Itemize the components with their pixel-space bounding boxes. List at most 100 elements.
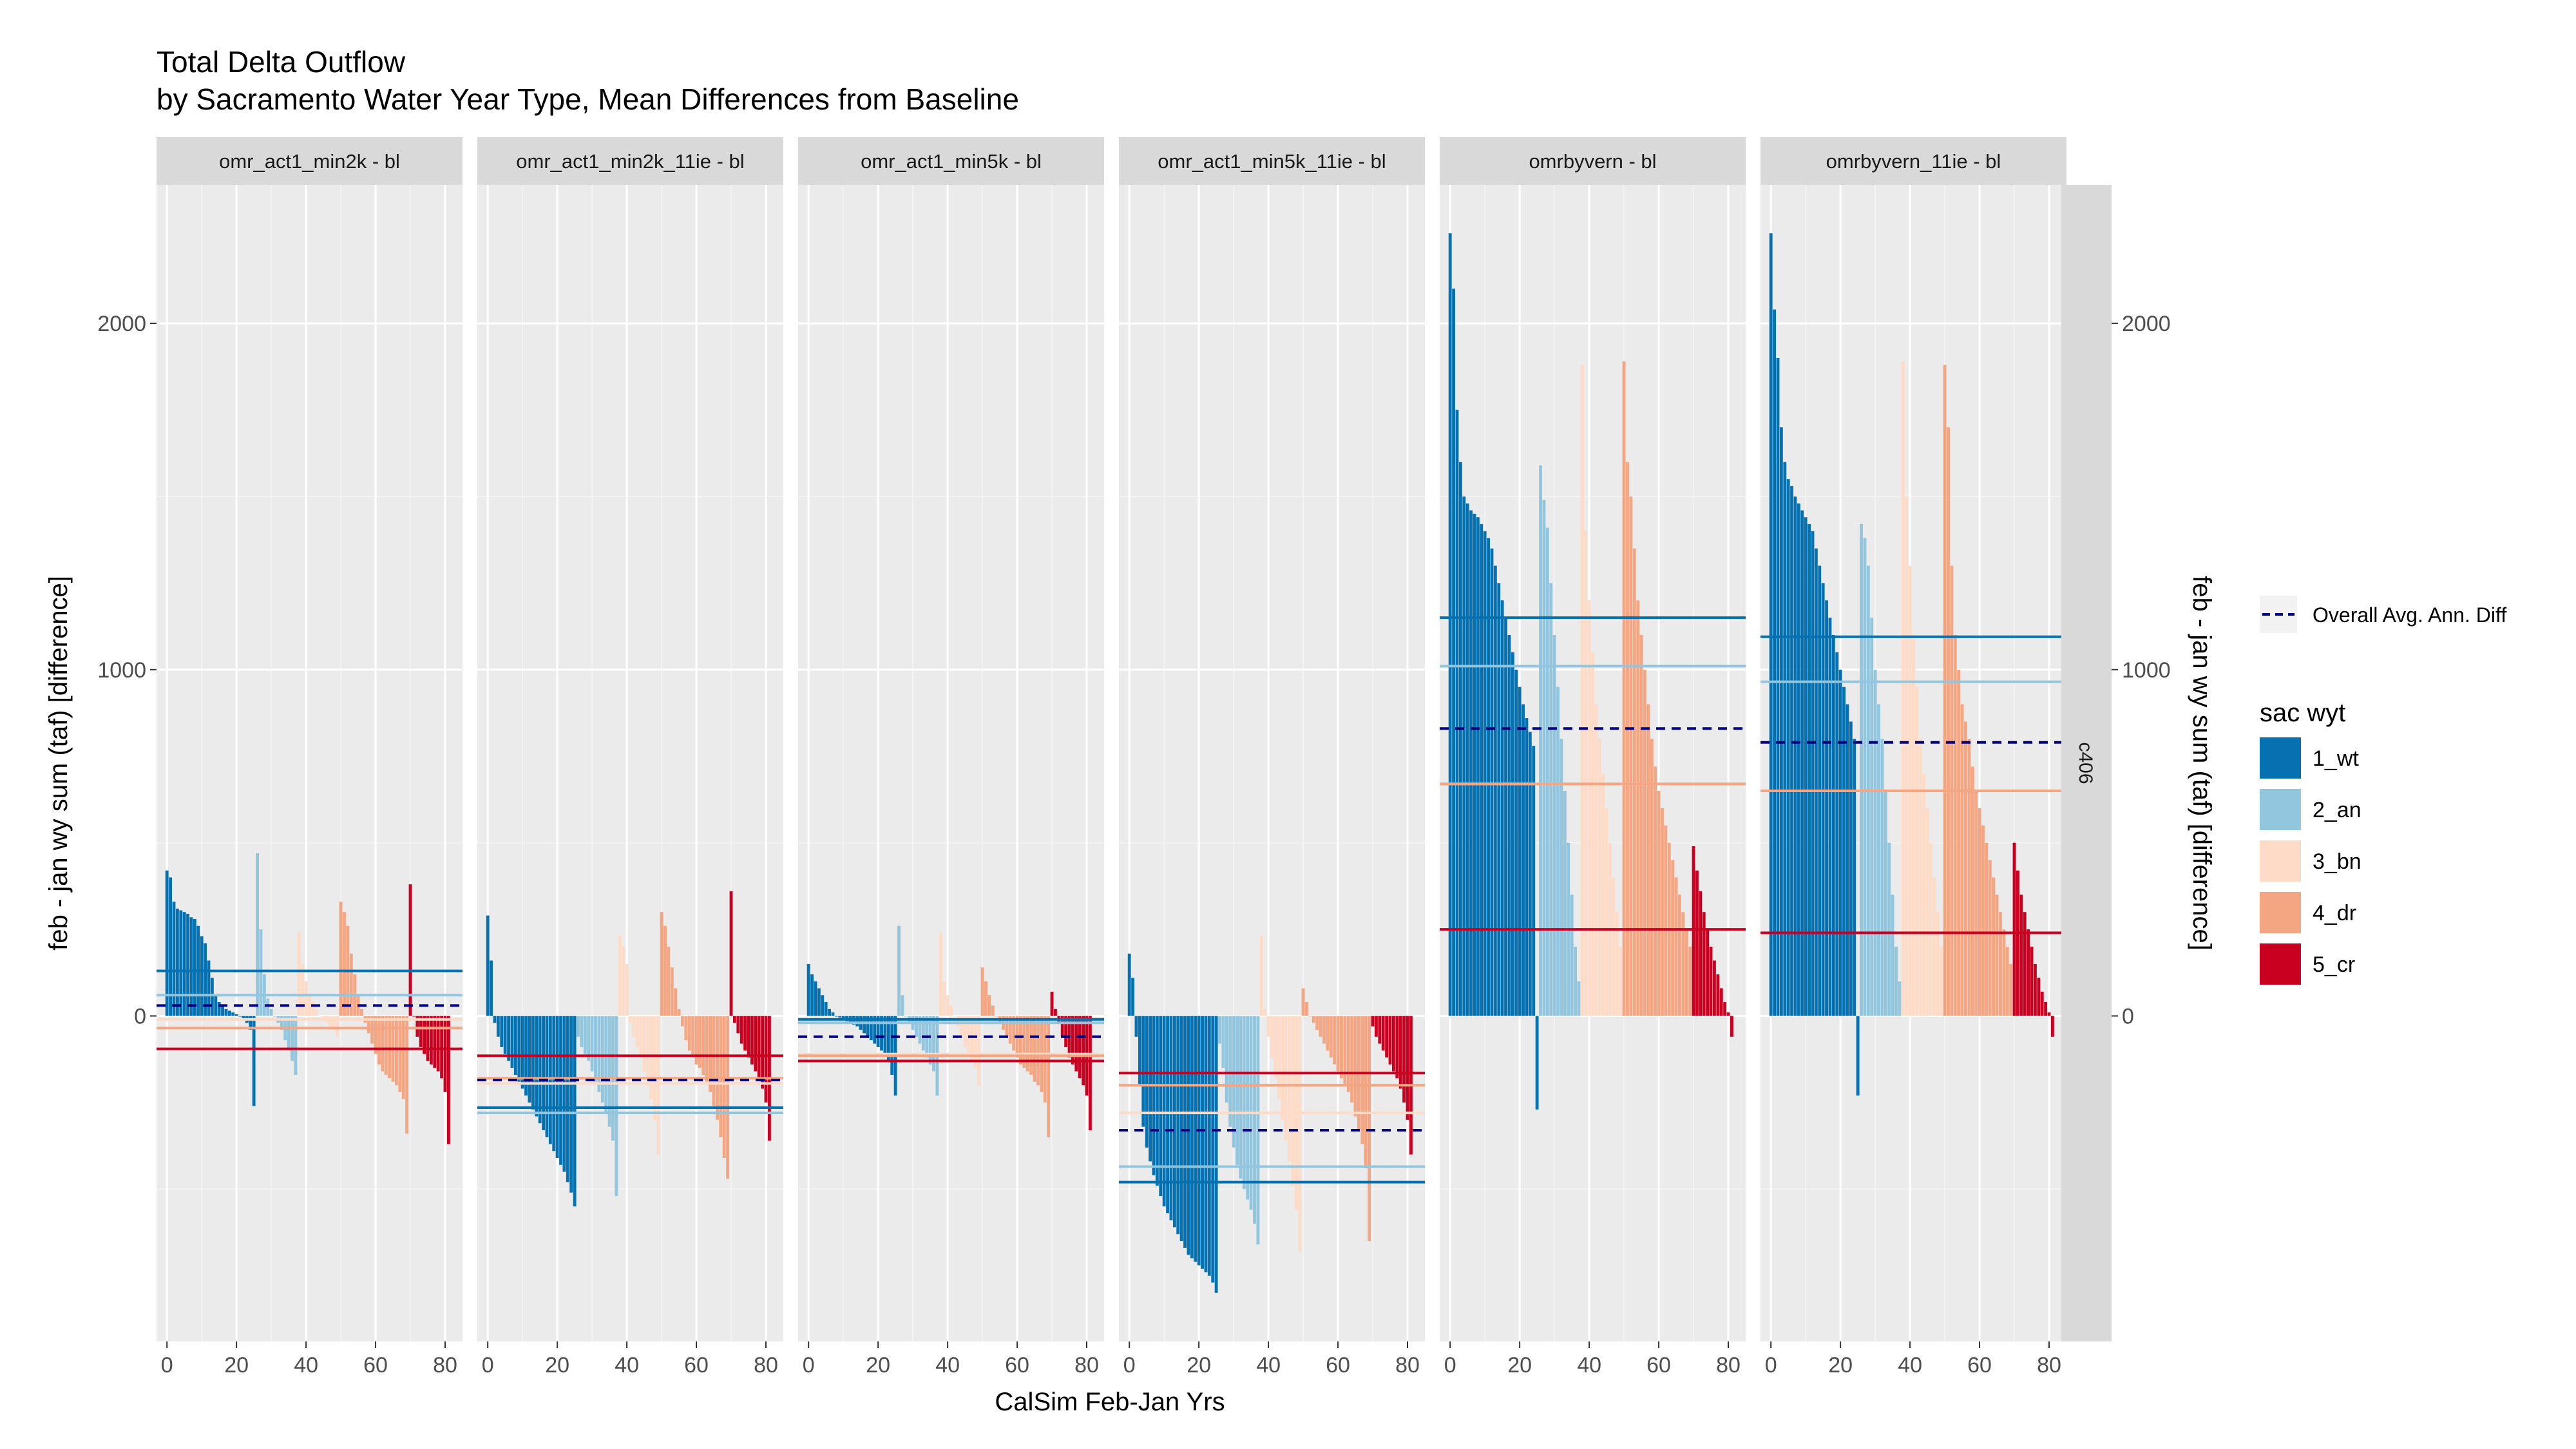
x-tick-label: 80: [1716, 1353, 1741, 1378]
facet-strip-label: omr_act1_min5k - bl: [861, 150, 1042, 173]
bar-1_wt: [1769, 233, 1773, 1016]
bar-1_wt: [193, 918, 196, 1016]
bar-1_wt: [1465, 503, 1469, 1016]
bar-1_wt: [517, 1016, 521, 1082]
bar-2_an: [287, 1016, 291, 1051]
bar-4_dr: [388, 1016, 392, 1079]
legend-swatch-1_wt: [2260, 737, 2301, 779]
x-tick-label: 80: [754, 1353, 778, 1378]
bar-4_dr: [1340, 1016, 1343, 1079]
x-tick-label: 20: [866, 1353, 890, 1378]
bar-1_wt: [189, 917, 193, 1016]
bar-4_dr: [1960, 704, 1964, 1016]
bar-5_cr: [2037, 978, 2041, 1016]
bar-1_wt: [1856, 1016, 1860, 1096]
bar-4_dr: [712, 1016, 716, 1106]
bar-1_wt: [217, 1002, 221, 1016]
bar-3_bn: [977, 1016, 981, 1086]
y-tick-label: 1000: [97, 658, 146, 683]
bar-4_dr: [1043, 1016, 1047, 1103]
bar-2_an: [577, 1016, 580, 1037]
bar-2_an: [1560, 739, 1563, 1016]
bar-3_bn: [656, 1016, 660, 1155]
bar-1_wt: [1835, 652, 1839, 1016]
bar-5_cr: [1706, 929, 1710, 1016]
facet-strip-label: omr_act1_min2k - bl: [219, 150, 400, 173]
bar-5_cr: [1406, 1016, 1409, 1120]
x-tick-label: 0: [1765, 1353, 1777, 1378]
bar-1_wt: [890, 1016, 894, 1075]
bar-1_wt: [1169, 1016, 1173, 1220]
bar-1_wt: [1149, 1016, 1152, 1162]
bar-4_dr: [1012, 1016, 1016, 1051]
bar-1_wt: [548, 1016, 552, 1144]
bar-4_dr: [691, 1016, 695, 1058]
bar-3_bn: [618, 936, 622, 1016]
bar-1_wt: [207, 960, 211, 1016]
x-tick-label: 60: [1967, 1353, 1992, 1378]
bar-1_wt: [172, 902, 176, 1016]
bar-2_an: [580, 1016, 584, 1047]
bar-3_bn: [1259, 936, 1263, 1016]
bar-1_wt: [1525, 718, 1529, 1016]
bar-2_an: [1887, 842, 1891, 1016]
x-axis-title: CalSim Feb-Jan Yrs: [995, 1388, 1225, 1416]
bar-1_wt: [234, 1014, 238, 1016]
bar-2_an: [1556, 687, 1560, 1016]
bar-3_bn: [635, 1016, 639, 1047]
bar-2_an: [590, 1016, 594, 1072]
bar-4_dr: [980, 967, 984, 1016]
bar-2_an: [1877, 704, 1880, 1016]
bar-4_dr: [1995, 895, 1999, 1016]
bar-5_cr: [2033, 963, 2037, 1016]
bar-3_bn: [1619, 946, 1623, 1016]
bar-5_cr: [1082, 1016, 1085, 1086]
legend-title: sac wyt: [2260, 699, 2345, 727]
bar-4_dr: [1026, 1016, 1029, 1072]
bar-5_cr: [1088, 1016, 1092, 1130]
bar-2_an: [1242, 1016, 1246, 1189]
bar-1_wt: [1211, 1016, 1215, 1283]
x-tick-label: 40: [1256, 1353, 1281, 1378]
bar-1_wt: [535, 1016, 539, 1117]
bar-5_cr: [1064, 1016, 1068, 1047]
bar-5_cr: [754, 1016, 758, 1072]
bar-3_bn: [1612, 877, 1616, 1016]
bar-2_an: [597, 1016, 601, 1092]
bar-5_cr: [1060, 1016, 1064, 1037]
bar-5_cr: [764, 1016, 768, 1103]
bar-4_dr: [1029, 1016, 1033, 1075]
bar-5_cr: [423, 1016, 426, 1054]
x-tick-label: 20: [1828, 1353, 1853, 1378]
bar-4_dr: [1301, 988, 1305, 1016]
bar-3_bn: [1601, 773, 1605, 1016]
bar-2_an: [1539, 465, 1542, 1016]
bar-3_bn: [942, 981, 946, 1016]
x-tick-label: 20: [1507, 1353, 1532, 1378]
bar-1_wt: [1448, 233, 1452, 1016]
bar-3_bn: [1598, 739, 1601, 1016]
bar-5_cr: [1692, 846, 1695, 1016]
bar-4_dr: [1974, 791, 1978, 1016]
bar-1_wt: [1476, 517, 1480, 1016]
bar-1_wt: [1532, 746, 1536, 1016]
bar-1_wt: [873, 1016, 877, 1044]
bar-3_bn: [304, 981, 308, 1016]
bar-2_an: [1563, 791, 1567, 1016]
bar-5_cr: [1054, 1009, 1057, 1016]
x-tick-label: 40: [1577, 1353, 1601, 1378]
bar-4_dr: [701, 1016, 705, 1075]
bar-2_an: [1218, 1016, 1221, 1044]
bar-4_dr: [1992, 877, 1996, 1016]
bar-1_wt: [200, 936, 204, 1016]
bar-3_bn: [1266, 1016, 1270, 1037]
bar-2_an: [256, 853, 259, 1016]
x-tick-label: 0: [803, 1353, 815, 1378]
bar-3_bn: [1925, 808, 1929, 1016]
bar-4_dr: [1022, 1016, 1026, 1068]
bar-1_wt: [1190, 1016, 1194, 1258]
x-tick-label: 60: [1326, 1353, 1350, 1378]
bar-1_wt: [186, 913, 190, 1016]
bar-3_bn: [1605, 808, 1608, 1016]
bar-4_dr: [1326, 1016, 1330, 1051]
